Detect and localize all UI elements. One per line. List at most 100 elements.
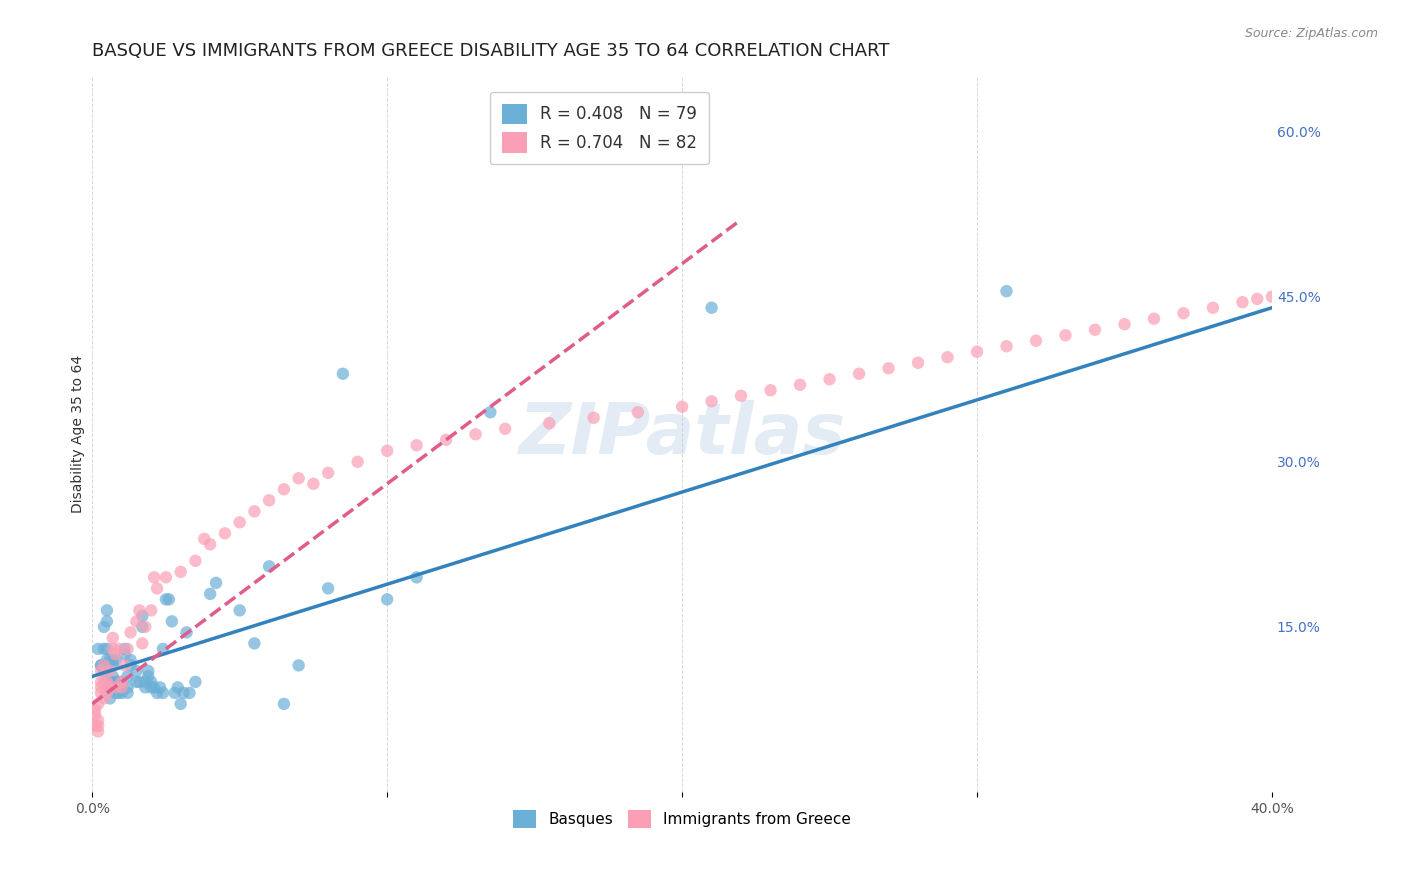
- Point: [198, 537, 221, 551]
- Point: [1114, 317, 1136, 331]
- Point: [136, 664, 159, 678]
- Point: [134, 674, 156, 689]
- Point: [141, 681, 163, 695]
- Point: [131, 636, 153, 650]
- Point: [848, 367, 870, 381]
- Point: [104, 681, 127, 695]
- Point: [98, 681, 121, 695]
- Point: [671, 400, 693, 414]
- Point: [1291, 284, 1313, 298]
- Point: [136, 669, 159, 683]
- Point: [243, 504, 266, 518]
- Point: [96, 658, 118, 673]
- Point: [302, 476, 325, 491]
- Point: [907, 356, 929, 370]
- Point: [117, 681, 139, 695]
- Point: [90, 674, 112, 689]
- Point: [538, 417, 561, 431]
- Point: [87, 641, 110, 656]
- Point: [169, 565, 191, 579]
- Point: [96, 641, 118, 656]
- Point: [131, 608, 153, 623]
- Point: [243, 636, 266, 650]
- Point: [146, 686, 169, 700]
- Point: [117, 669, 139, 683]
- Point: [120, 653, 142, 667]
- Point: [375, 443, 398, 458]
- Point: [107, 686, 129, 700]
- Point: [101, 681, 124, 695]
- Point: [104, 681, 127, 695]
- Point: [107, 674, 129, 689]
- Point: [287, 471, 309, 485]
- Point: [316, 466, 339, 480]
- Point: [107, 641, 129, 656]
- Point: [101, 669, 124, 683]
- Point: [125, 674, 148, 689]
- Point: [1246, 292, 1268, 306]
- Point: [101, 674, 124, 689]
- Point: [152, 641, 174, 656]
- Point: [98, 691, 121, 706]
- Point: [789, 377, 811, 392]
- Point: [1084, 323, 1107, 337]
- Point: [98, 653, 121, 667]
- Point: [96, 603, 118, 617]
- Point: [193, 532, 215, 546]
- Point: [111, 674, 134, 689]
- Point: [375, 592, 398, 607]
- Text: BASQUE VS IMMIGRANTS FROM GREECE DISABILITY AGE 35 TO 64 CORRELATION CHART: BASQUE VS IMMIGRANTS FROM GREECE DISABIL…: [93, 42, 890, 60]
- Point: [120, 658, 142, 673]
- Point: [131, 620, 153, 634]
- Point: [149, 681, 172, 695]
- Point: [169, 697, 191, 711]
- Point: [98, 664, 121, 678]
- Point: [96, 615, 118, 629]
- Point: [143, 681, 166, 695]
- Point: [995, 339, 1018, 353]
- Point: [730, 389, 752, 403]
- Point: [405, 438, 427, 452]
- Point: [117, 686, 139, 700]
- Point: [184, 554, 207, 568]
- Point: [936, 350, 959, 364]
- Point: [117, 641, 139, 656]
- Point: [700, 301, 723, 315]
- Point: [152, 686, 174, 700]
- Point: [273, 483, 295, 497]
- Point: [184, 674, 207, 689]
- Point: [128, 674, 150, 689]
- Point: [93, 658, 115, 673]
- Point: [163, 686, 186, 700]
- Point: [759, 384, 782, 398]
- Point: [1320, 278, 1343, 293]
- Point: [155, 592, 177, 607]
- Point: [198, 587, 221, 601]
- Legend: Basques, Immigrants from Greece: Basques, Immigrants from Greece: [508, 804, 858, 834]
- Point: [111, 681, 134, 695]
- Point: [134, 620, 156, 634]
- Point: [1054, 328, 1077, 343]
- Point: [1025, 334, 1047, 348]
- Point: [90, 658, 112, 673]
- Point: [627, 405, 650, 419]
- Point: [146, 582, 169, 596]
- Point: [84, 702, 107, 716]
- Point: [125, 615, 148, 629]
- Point: [93, 691, 115, 706]
- Y-axis label: Disability Age 35 to 64: Disability Age 35 to 64: [72, 355, 86, 513]
- Point: [479, 405, 502, 419]
- Point: [111, 681, 134, 695]
- Point: [228, 603, 250, 617]
- Point: [214, 526, 236, 541]
- Point: [87, 719, 110, 733]
- Point: [228, 516, 250, 530]
- Point: [96, 674, 118, 689]
- Point: [134, 681, 156, 695]
- Point: [98, 681, 121, 695]
- Point: [176, 625, 198, 640]
- Point: [101, 631, 124, 645]
- Point: [107, 681, 129, 695]
- Point: [90, 658, 112, 673]
- Point: [173, 686, 195, 700]
